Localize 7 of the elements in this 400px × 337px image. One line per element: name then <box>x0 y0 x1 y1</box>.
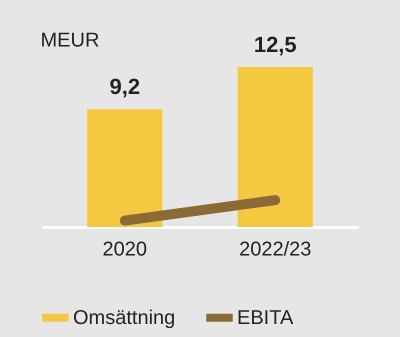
x-tick-label: 2022/23 <box>239 238 312 260</box>
x-tick-label: 2020 <box>102 238 148 260</box>
data-label: 9,2 <box>109 74 140 100</box>
y-axis-title: MEUR <box>40 30 100 52</box>
data-label: 12,5 <box>254 32 297 57</box>
legend-label: Omsättning <box>73 306 176 329</box>
legend-label: EBITA <box>237 306 294 329</box>
